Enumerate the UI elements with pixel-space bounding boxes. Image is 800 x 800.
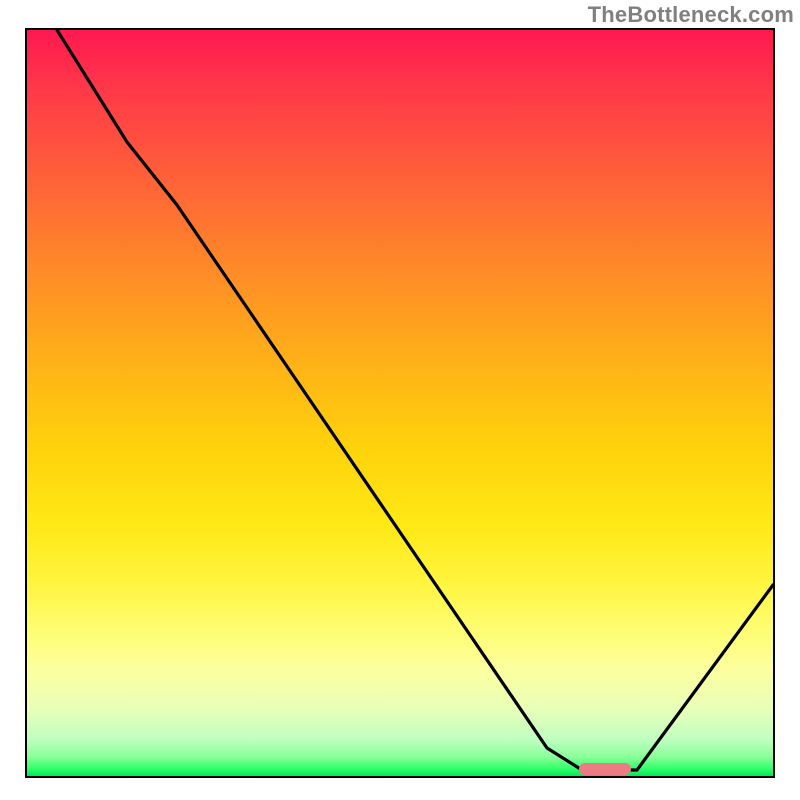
bottleneck-curve <box>27 30 773 776</box>
minimum-marker <box>579 763 631 775</box>
chart-container: TheBottleneck.com <box>0 0 800 800</box>
plot-area <box>25 28 775 778</box>
curve-path <box>57 30 773 770</box>
watermark-text: TheBottleneck.com <box>588 2 794 28</box>
